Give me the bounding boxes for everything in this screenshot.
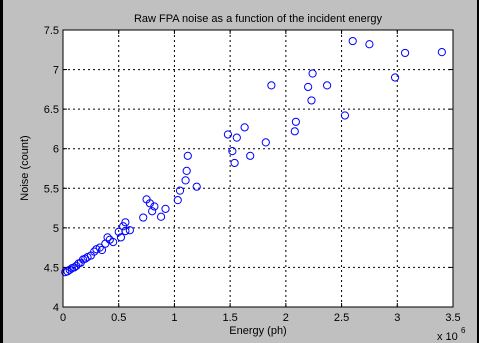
x-tick-labels: 0 0.5 1 1.5 2 2.5 3 3.5	[60, 312, 461, 324]
y-tick-label: 6	[53, 144, 59, 156]
plot-frame	[62, 29, 454, 308]
data-point	[156, 212, 166, 221]
data-point	[304, 82, 313, 92]
data-point	[183, 151, 192, 160]
x-tick-label: 3	[394, 312, 400, 324]
data-point	[340, 111, 350, 120]
grid-lines	[63, 30, 453, 307]
data-point	[125, 226, 134, 235]
x-multiplier-exponent: 6	[461, 326, 466, 335]
data-point	[307, 96, 316, 105]
data-point	[228, 146, 237, 156]
data-point	[240, 123, 249, 132]
x-tick-label: 1.5	[222, 312, 237, 324]
y-tick-label: 7.5	[44, 25, 59, 37]
data-point	[121, 226, 130, 236]
x-tick-label: 3.5	[445, 312, 460, 324]
x-axis-title: Energy (ph)	[229, 325, 286, 337]
x-multiplier-label: x 10	[437, 331, 458, 343]
data-point	[223, 130, 233, 139]
data-point	[400, 48, 410, 58]
right-border	[477, 0, 479, 343]
y-tick-label: 5	[53, 223, 59, 235]
data-point	[322, 81, 332, 90]
data-point	[161, 204, 170, 213]
data-point	[139, 213, 148, 222]
y-tick-label: 4.5	[44, 262, 59, 274]
data-point	[119, 222, 128, 231]
data-point	[291, 117, 300, 126]
data-point	[437, 48, 446, 57]
y-tick-label: 4	[53, 302, 59, 314]
data-point	[182, 166, 191, 175]
data-point	[65, 265, 74, 274]
data-point	[390, 73, 400, 82]
data-point	[90, 247, 99, 256]
data-point	[109, 238, 118, 247]
data-point	[150, 202, 159, 211]
data-point	[290, 127, 299, 136]
data-point	[95, 243, 104, 252]
data-point	[192, 182, 201, 191]
data-point	[267, 81, 276, 90]
data-point	[97, 245, 107, 255]
y-axis-title: Noise (count)	[19, 135, 31, 200]
data-point	[103, 233, 112, 242]
data-point	[116, 233, 126, 242]
x-tick-label: 2	[283, 312, 289, 324]
data-point	[230, 158, 239, 168]
chart-title: Raw FPA noise as a function of the incid…	[134, 13, 383, 25]
plot-area	[63, 30, 453, 307]
x-tick-label: 0.5	[111, 312, 126, 324]
data-points	[61, 36, 446, 277]
data-point	[246, 151, 255, 160]
data-point	[261, 138, 270, 147]
y-tick-label: 5.5	[44, 183, 59, 195]
data-point	[121, 218, 130, 227]
data-point	[181, 176, 190, 185]
data-point	[173, 196, 182, 205]
y-tick-labels: 4 4.5 5 5.5 6 6.5 7 7.5	[44, 25, 59, 314]
y-tick-label: 7	[53, 65, 59, 77]
left-border	[0, 0, 3, 343]
x-tick-label: 1	[171, 312, 177, 324]
x-tick-label: 0	[60, 312, 66, 324]
data-point	[175, 186, 185, 195]
x-tick-label: 2.5	[334, 312, 349, 324]
data-point	[148, 207, 157, 216]
data-point	[348, 36, 357, 46]
data-point	[308, 69, 317, 78]
data-point	[232, 133, 241, 142]
data-point	[365, 40, 374, 49]
y-tick-label: 6.5	[44, 104, 59, 116]
